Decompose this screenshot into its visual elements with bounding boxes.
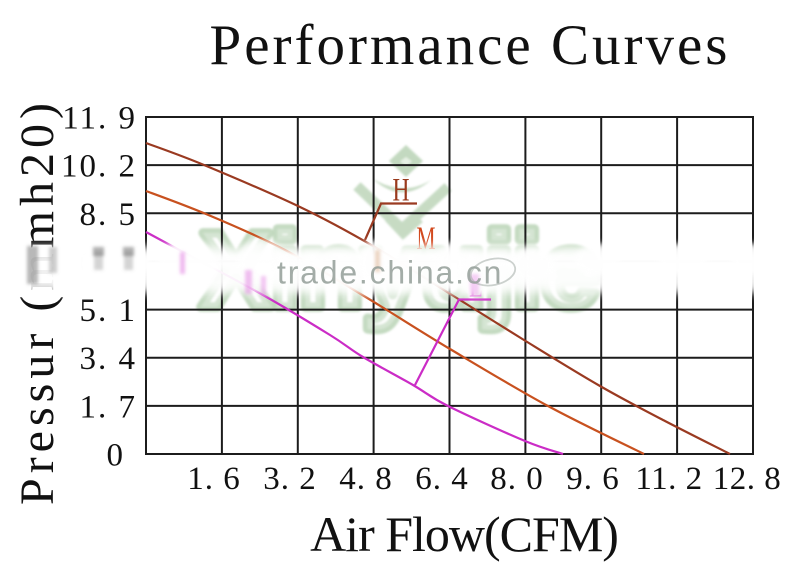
svg-text:4. 8: 4. 8 xyxy=(339,461,393,497)
svg-text:3. 2: 3. 2 xyxy=(263,461,317,497)
svg-text:H: H xyxy=(393,173,410,209)
svg-text:11. 2: 11. 2 xyxy=(635,461,702,497)
svg-text:10. 2: 10. 2 xyxy=(61,149,137,185)
svg-text:5. 1: 5. 1 xyxy=(80,293,138,329)
svg-text:1. 6: 1. 6 xyxy=(187,461,241,497)
svg-text:Air Flow(CFM): Air Flow(CFM) xyxy=(310,506,618,562)
svg-text:Performance Curves: Performance Curves xyxy=(210,14,731,77)
svg-text:3. 4: 3. 4 xyxy=(80,341,138,377)
svg-text:1. 7: 1. 7 xyxy=(80,389,138,425)
svg-text:8. 5: 8. 5 xyxy=(80,197,138,233)
svg-text:trade.china.cn: trade.china.cn xyxy=(277,255,503,291)
svg-text:8. 0: 8. 0 xyxy=(490,461,544,497)
svg-text:9. 6: 9. 6 xyxy=(566,461,620,497)
svg-text:Pressur (mmh20): Pressur (mmh20) xyxy=(11,98,64,505)
svg-text:6. 4: 6. 4 xyxy=(415,461,469,497)
svg-text:11. 9: 11. 9 xyxy=(62,101,137,137)
svg-text:12. 8: 12. 8 xyxy=(713,461,782,497)
svg-text:0: 0 xyxy=(107,438,124,474)
